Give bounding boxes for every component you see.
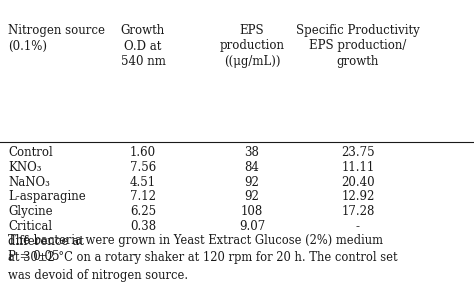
Text: The bacteria were grown in Yeast Extract Glucose (2%) medium
at 30±2 °C on a rot: The bacteria were grown in Yeast Extract…	[8, 234, 398, 282]
Text: ((μg/mL)): ((μg/mL))	[224, 55, 280, 68]
Text: 7.12: 7.12	[130, 190, 156, 203]
Text: EPS production/: EPS production/	[310, 39, 407, 53]
Text: Control: Control	[8, 146, 53, 159]
Text: 1.60: 1.60	[130, 146, 156, 159]
Text: growth: growth	[337, 55, 379, 68]
Text: Growth: Growth	[121, 24, 165, 37]
Text: 17.28: 17.28	[341, 205, 374, 218]
Text: 7.56: 7.56	[130, 161, 156, 174]
Text: NaNO₃: NaNO₃	[8, 176, 50, 188]
Text: 9.07: 9.07	[239, 220, 265, 233]
Text: 108: 108	[241, 205, 263, 218]
Text: EPS: EPS	[240, 24, 264, 37]
Text: 4.51: 4.51	[130, 176, 156, 188]
Text: -: -	[356, 220, 360, 233]
Text: Glycine: Glycine	[8, 205, 53, 218]
Text: Specific Productivity: Specific Productivity	[296, 24, 420, 37]
Text: difference at: difference at	[8, 235, 84, 248]
Text: 23.75: 23.75	[341, 146, 375, 159]
Text: 540 nm: 540 nm	[120, 55, 165, 68]
Text: Critical: Critical	[8, 220, 52, 233]
Text: (0.1%): (0.1%)	[8, 39, 47, 53]
Text: 92: 92	[245, 190, 259, 203]
Text: Nitrogen source: Nitrogen source	[8, 24, 105, 37]
Text: 20.40: 20.40	[341, 176, 375, 188]
Text: 38: 38	[245, 146, 259, 159]
Text: 84: 84	[245, 161, 259, 174]
Text: KNO₃: KNO₃	[8, 161, 42, 174]
Text: 0.38: 0.38	[130, 220, 156, 233]
Text: 92: 92	[245, 176, 259, 188]
Text: production: production	[219, 39, 284, 53]
Text: 6.25: 6.25	[130, 205, 156, 218]
Text: L-asparagine: L-asparagine	[8, 190, 86, 203]
Text: 11.11: 11.11	[341, 161, 374, 174]
Text: O.D at: O.D at	[124, 39, 162, 53]
Text: 12.92: 12.92	[341, 190, 374, 203]
Text: P = 0.05: P = 0.05	[8, 250, 60, 263]
